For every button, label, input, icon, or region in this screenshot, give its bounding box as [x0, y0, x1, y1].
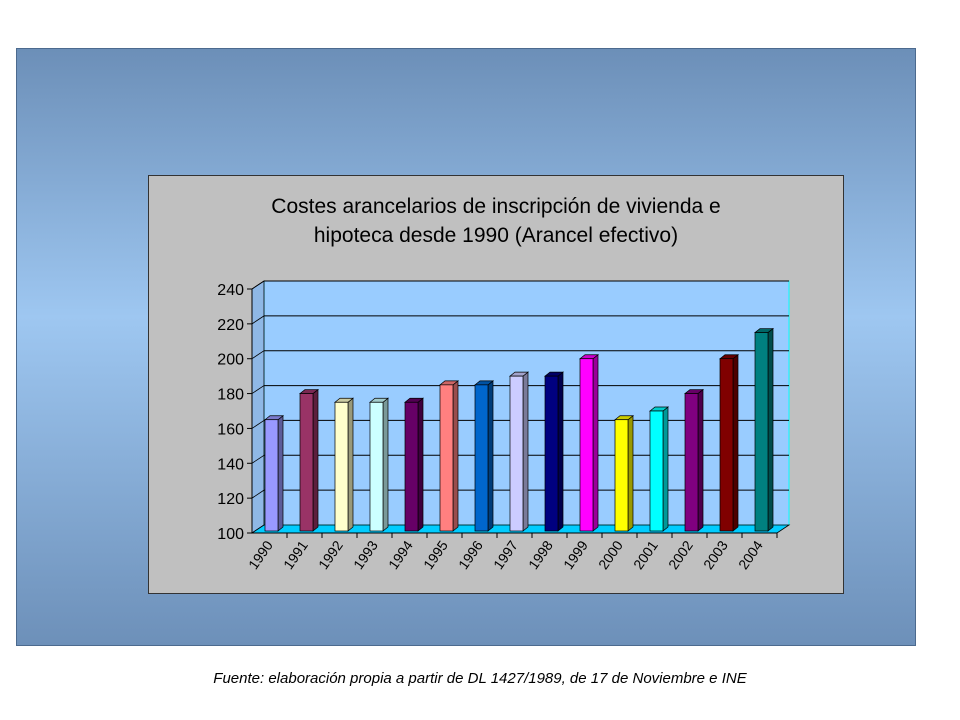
bar	[649, 410, 664, 532]
y-tick-label: 180	[217, 387, 244, 404]
gridline-side	[251, 315, 265, 325]
y-tick-label: 200	[217, 352, 244, 369]
chart-title-line-1: Costes arancelarios de inscripción de vi…	[271, 195, 721, 218]
bar-side	[277, 414, 284, 532]
bar	[439, 384, 454, 532]
bar-side	[347, 397, 354, 532]
chart-title: Costes arancelarios de inscripción de vi…	[149, 192, 843, 250]
bar-side	[557, 371, 564, 532]
x-tick-label: 1993	[350, 537, 381, 572]
bar	[719, 358, 734, 532]
bar-side	[452, 380, 459, 532]
bar-side	[732, 353, 739, 532]
bar	[334, 401, 349, 532]
x-tick-label: 1996	[455, 537, 486, 572]
bar	[404, 401, 419, 532]
x-tick-label: 1990	[245, 537, 276, 572]
bar-side	[627, 414, 634, 532]
y-tick-label: 220	[217, 317, 244, 334]
y-tick-label: 120	[217, 491, 244, 508]
bar-side	[417, 397, 424, 532]
gridline-side	[251, 489, 265, 499]
y-tick-label: 160	[217, 421, 244, 438]
bar-side	[592, 353, 599, 532]
x-tick-label: 2003	[700, 537, 731, 572]
x-tick-label: 1992	[315, 537, 346, 572]
x-tick-label: 1998	[525, 537, 556, 572]
bar	[684, 393, 699, 532]
bar-side	[662, 406, 669, 532]
bar-side	[697, 388, 704, 532]
bar-side	[382, 397, 389, 532]
x-tick-label: 2004	[735, 537, 766, 572]
x-tick-label: 1995	[420, 537, 451, 572]
bar-side	[522, 371, 529, 532]
chart-title-line-2: hipoteca desde 1990 (Arancel efectivo)	[313, 224, 679, 247]
bar	[754, 332, 769, 532]
x-tick-label: 2000	[595, 537, 626, 572]
bar-chart: 100 120 140 160 180 200 220 240 1990 1991 1992 1993…	[217, 280, 791, 572]
source-note: Fuente: elaboración propia a partir de D…	[213, 670, 747, 687]
gridline-side	[251, 454, 265, 464]
chart-container: Costes arancelarios de inscripción de vi…	[148, 175, 844, 594]
bar-side	[487, 380, 494, 532]
bar	[369, 401, 384, 532]
bar	[614, 419, 629, 532]
bar	[579, 358, 594, 532]
y-tick-label: 240	[217, 282, 244, 299]
y-tick-label: 100	[217, 526, 244, 543]
x-tick-label: 2002	[665, 537, 696, 572]
x-tick-label: 1999	[560, 537, 591, 572]
gridline-side	[251, 350, 265, 360]
gridline-side	[251, 385, 265, 394]
bar	[474, 384, 489, 532]
bar-side	[312, 388, 319, 532]
bar	[544, 375, 559, 532]
y-tick-label: 140	[217, 456, 244, 473]
x-tick-label: 1997	[490, 537, 521, 572]
bar	[264, 419, 279, 532]
x-tick-label: 2001	[630, 537, 661, 572]
slide-panel: Costes arancelarios de inscripción de vi…	[16, 48, 916, 646]
gridline-side	[251, 420, 265, 429]
x-tick-label: 1994	[385, 537, 416, 572]
bar	[299, 393, 314, 532]
gridline-side	[251, 280, 265, 290]
bar	[509, 375, 524, 532]
x-tick-label: 1991	[280, 537, 311, 572]
plot-side-wall	[251, 280, 265, 534]
bar-side	[767, 327, 774, 532]
